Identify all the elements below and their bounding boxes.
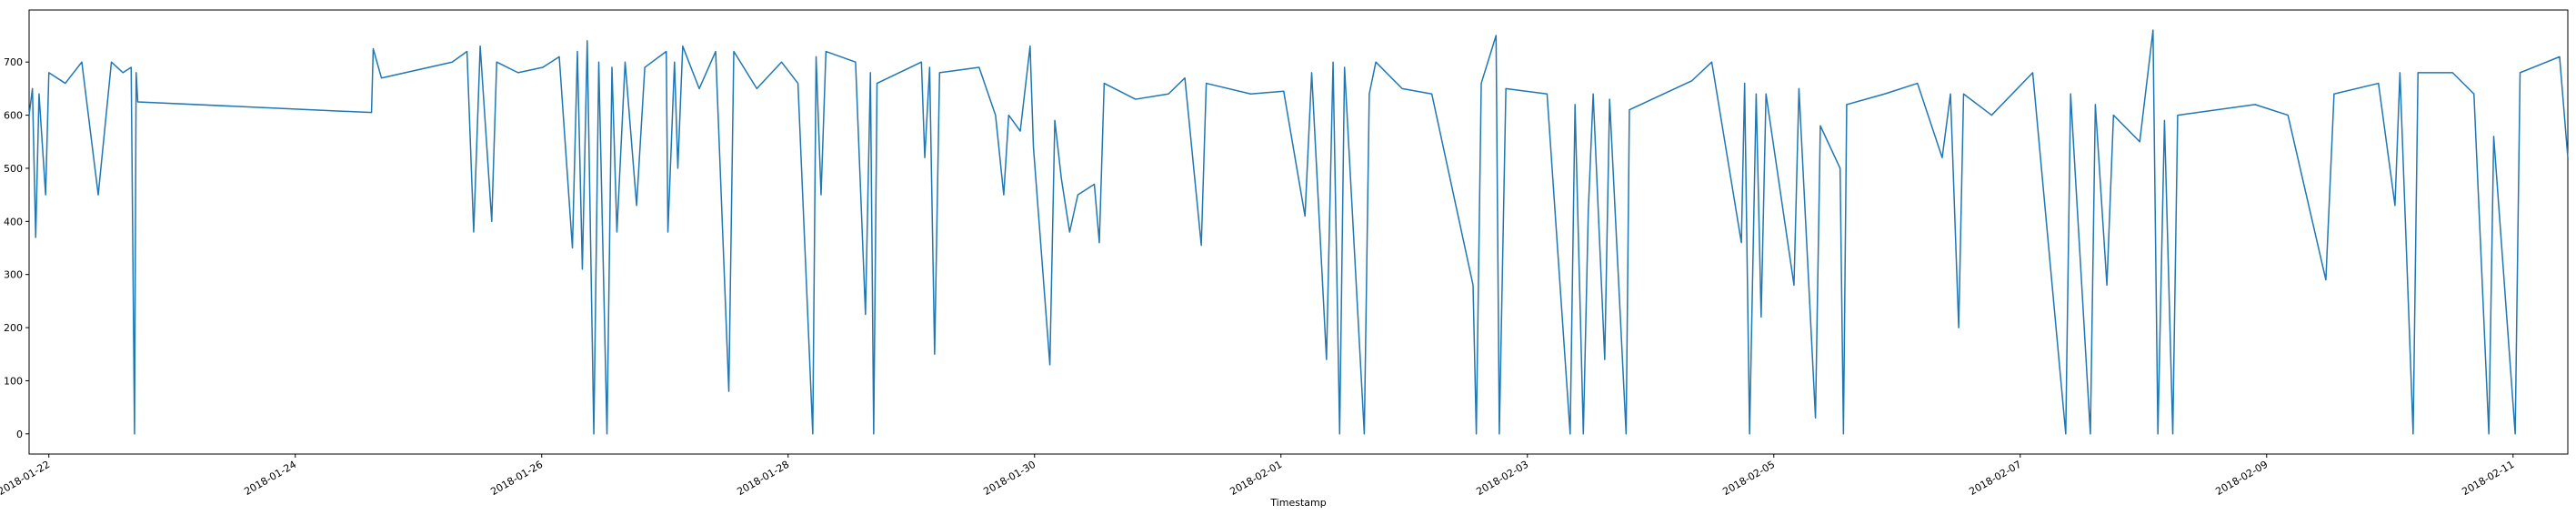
y-tick-label: 400 <box>4 216 23 227</box>
x-tick-label: 2018-02-03 <box>1474 459 1530 498</box>
x-tick-label: 2018-02-07 <box>1967 459 2023 498</box>
x-tick-label: 2018-01-30 <box>981 459 1037 498</box>
y-tick-label: 0 <box>16 429 23 440</box>
y-tick-label: 200 <box>4 322 23 334</box>
x-tick-label: 2018-01-26 <box>488 459 545 498</box>
plot-frame <box>28 9 2569 455</box>
y-tick-label: 500 <box>4 163 23 175</box>
x-tick-label: 2018-02-01 <box>1228 459 1284 498</box>
x-tick-label: 2018-02-09 <box>2213 459 2270 498</box>
x-axis-label: Timestamp <box>1269 497 1326 509</box>
x-tick-label: 2018-02-05 <box>1720 459 1777 498</box>
x-tick-label: 2018-01-22 <box>0 459 52 498</box>
y-tick-label: 100 <box>4 375 23 387</box>
x-tick-label: 2018-01-24 <box>242 459 298 498</box>
data-line <box>28 29 2569 435</box>
x-tick-label: 2018-02-11 <box>2460 459 2516 498</box>
y-tick-label: 700 <box>4 56 23 68</box>
y-tick-label: 600 <box>4 110 23 122</box>
x-tick-label: 2018-01-28 <box>735 459 791 498</box>
y-tick-label: 300 <box>4 269 23 281</box>
